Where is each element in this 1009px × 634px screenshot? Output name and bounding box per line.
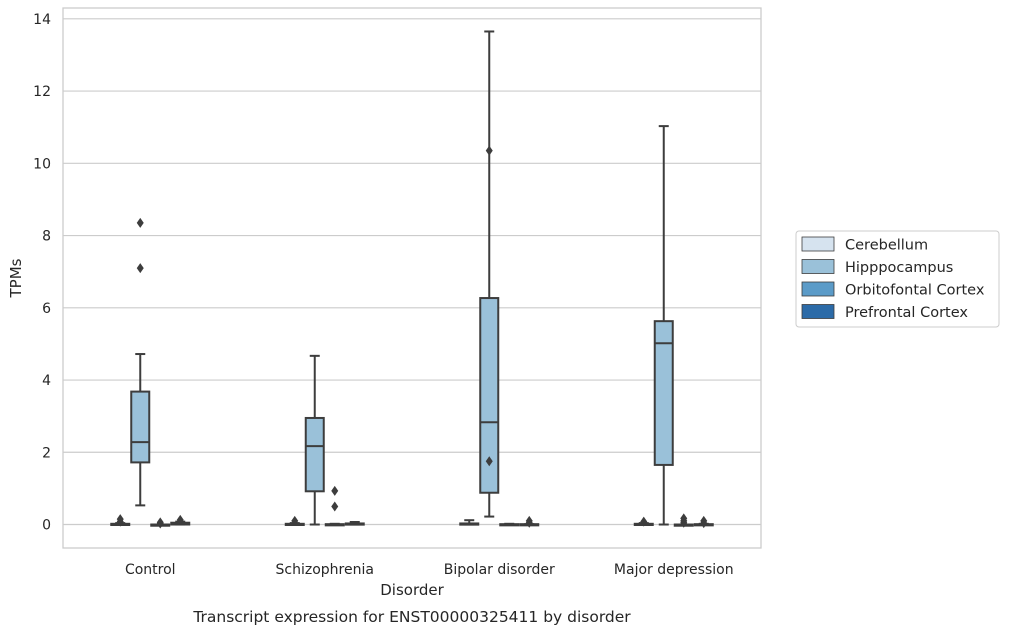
outlier-point: [176, 514, 184, 525]
x-tick-label: Schizophrenia: [276, 562, 374, 578]
box-group: [324, 485, 345, 527]
x-axis-label: Disorder: [380, 581, 444, 599]
box: [130, 390, 151, 464]
legend-swatch: [801, 281, 835, 297]
legend-frame: [795, 230, 1000, 328]
plot-frame: [62, 7, 762, 549]
y-axis-ticks: 0 2 4 6 8 10 12 14: [33, 12, 51, 534]
box: [304, 416, 325, 493]
y-tick-label: 4: [42, 373, 51, 389]
outlier-point: [136, 263, 144, 274]
gridlines: [63, 18, 761, 526]
legend-swatch: [801, 236, 835, 252]
box-group: [673, 513, 694, 528]
y-tick-label: 6: [42, 301, 51, 317]
box-group: [344, 520, 365, 526]
legend-swatch: [801, 304, 835, 319]
box-group: [519, 515, 540, 528]
x-axis-ticks: Control Schizophrenia Bipolar disorder Majo…: [125, 562, 734, 578]
outlier-point: [680, 513, 688, 524]
box-group: [130, 217, 151, 507]
chart-caption: Transcript expression for ENST0000032541…: [192, 608, 631, 626]
outlier-point: [525, 515, 533, 526]
box-group: [170, 514, 191, 526]
legend-label: Hipppocampus: [845, 260, 953, 276]
outlier-point: [331, 485, 339, 496]
box-group: [479, 30, 500, 518]
box-plot-marks: [110, 30, 714, 529]
y-tick-label: 14: [33, 12, 51, 28]
box-group: [110, 514, 131, 527]
box-group: [653, 125, 674, 526]
box: [479, 297, 500, 494]
x-tick-label: Major depression: [614, 562, 734, 578]
box-group: [304, 354, 325, 526]
y-tick-label: 2: [42, 445, 51, 461]
outlier-point: [331, 501, 339, 512]
box-group: [150, 517, 171, 529]
box-group: [499, 522, 520, 527]
legend: Cerebellum Hipppocampus Orbitofontal Corte…: [795, 230, 1000, 328]
box-group: [459, 519, 480, 526]
outlier-point: [136, 217, 144, 228]
y-tick-label: 12: [33, 84, 51, 100]
y-tick-label: 8: [42, 229, 51, 245]
y-axis-label: TPMs: [7, 258, 25, 298]
x-tick-label: Control: [125, 562, 176, 578]
box: [653, 320, 674, 466]
outlier-point: [156, 517, 164, 528]
outlier-point: [291, 515, 299, 526]
outlier-point: [700, 515, 708, 526]
legend-label: Prefrontal Cortex: [845, 305, 968, 321]
outlier-point: [116, 514, 124, 525]
legend-swatch: [801, 259, 835, 274]
y-tick-label: 0: [42, 518, 51, 534]
x-tick-label: Bipolar disorder: [444, 562, 555, 578]
legend-label: Cerebellum: [845, 238, 928, 254]
box-group: [693, 515, 714, 529]
y-tick-label: 10: [33, 156, 51, 172]
box-group: [284, 515, 305, 526]
legend-label: Orbitofontal Cortex: [845, 283, 985, 299]
box-group: [633, 516, 654, 527]
outlier-point: [485, 145, 493, 156]
outlier-point: [640, 516, 648, 527]
outlier-point: [485, 456, 493, 467]
